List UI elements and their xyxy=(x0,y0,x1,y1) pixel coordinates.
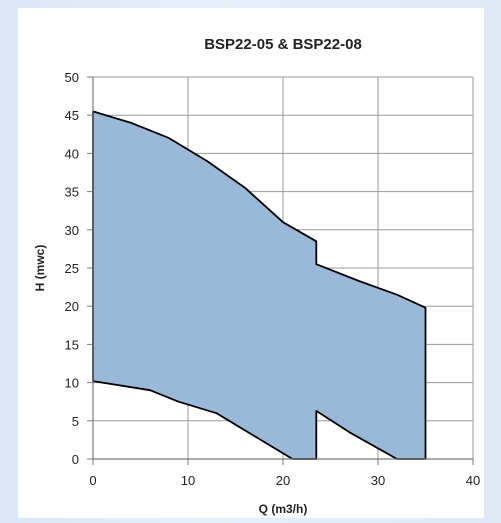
y-axis-label: H (mwc) xyxy=(33,245,47,292)
tick-layer: 0 5 10 15 20 25 30 35 40 45 50 0 10 20 30 40 xyxy=(65,70,481,488)
x-tick-label: 0 xyxy=(89,473,96,488)
y-tick-label: 50 xyxy=(65,70,79,85)
axis-layer xyxy=(87,76,474,465)
y-tick-label: 0 xyxy=(72,452,79,467)
y-tick-label: 20 xyxy=(65,299,79,314)
y-tick-label: 10 xyxy=(65,376,79,391)
y-tick-label: 5 xyxy=(72,414,79,429)
x-tick-label: 20 xyxy=(276,473,290,488)
chart-title: BSP22-05 & BSP22-08 xyxy=(204,36,362,53)
y-tick-label: 30 xyxy=(65,223,79,238)
area-layer xyxy=(92,110,427,460)
y-tick-label: 35 xyxy=(65,185,79,200)
y-tick-label: 15 xyxy=(65,337,79,352)
y-tick-label: 25 xyxy=(65,261,79,276)
x-tick-label: 10 xyxy=(181,473,195,488)
x-tick-label: 30 xyxy=(371,473,385,488)
x-axis-label: Q (m3/h) xyxy=(259,502,308,516)
y-tick-label: 40 xyxy=(65,146,79,161)
y-tick-label: 45 xyxy=(65,108,79,123)
x-tick-label: 40 xyxy=(466,473,480,488)
operating-range-area xyxy=(92,110,427,460)
